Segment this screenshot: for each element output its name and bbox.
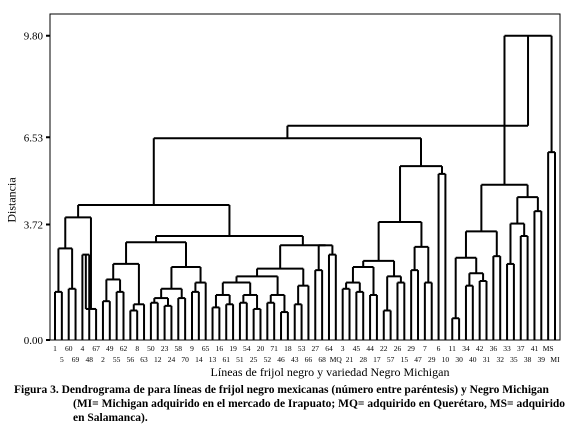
caption-line-1: Figura 3. Dendrograma de para líneas de … xyxy=(14,384,549,396)
leaf-label-bottom: 30 xyxy=(455,355,463,364)
figure-caption: Figura 3. Dendrograma de para líneas de … xyxy=(14,383,566,425)
leaf-label-top: 33 xyxy=(503,344,511,353)
leaf-label-top: 6 xyxy=(437,344,441,353)
leaf-label-top: 20 xyxy=(257,344,265,353)
leaf-label-bottom: 15 xyxy=(401,355,409,364)
leaf-label-bottom: 61 xyxy=(222,355,230,364)
leaf-label-bottom: 17 xyxy=(373,355,381,364)
leaf-label-top: 71 xyxy=(270,344,278,353)
leaf-label-top: 53 xyxy=(298,344,306,353)
caption-line-2: (MI= Michigan adquirido en el mercado de… xyxy=(73,398,566,424)
leaf-label-top: 27 xyxy=(312,344,320,353)
leaf-label-top: 58 xyxy=(175,344,183,353)
leaf-label-bottom: 43 xyxy=(291,355,299,364)
leaf-label-bottom: 57 xyxy=(387,355,395,364)
leaf-label-bottom: 68 xyxy=(318,355,326,364)
leaf-label-bottom: 39 xyxy=(538,355,546,364)
y-tick-label: 0.00 xyxy=(24,335,44,347)
leaf-label-bottom: 24 xyxy=(168,355,176,364)
leaf-label-top: 42 xyxy=(476,344,484,353)
leaf-label-top: 22 xyxy=(380,344,388,353)
y-tick-label: 3.72 xyxy=(24,220,43,232)
leaf-label-bottom: MQ xyxy=(330,355,343,364)
leaf-label-bottom: 12 xyxy=(154,355,162,364)
leaf-label-top: 54 xyxy=(243,344,251,353)
leaf-label-bottom: 2 xyxy=(101,355,105,364)
y-axis-label: Distancia xyxy=(4,177,19,223)
leaf-label-top: 4 xyxy=(81,344,85,353)
plot-frame xyxy=(49,13,561,341)
leaf-label-top: 34 xyxy=(462,344,470,353)
leaf-label-top: 45 xyxy=(353,344,361,353)
leaf-label-bottom: 69 xyxy=(72,355,80,364)
leaf-label-bottom: 32 xyxy=(496,355,504,364)
leaf-label-bottom: 35 xyxy=(510,355,518,364)
leaf-label-bottom: 52 xyxy=(264,355,272,364)
leaf-label-top: 7 xyxy=(423,344,427,353)
y-tick-label: 9.80 xyxy=(24,31,44,43)
x-axis-label: Líneas de frijol negro y variedad Negro … xyxy=(210,365,450,379)
leaf-label-bottom: 48 xyxy=(85,355,93,364)
leaf-label-bottom: 47 xyxy=(414,355,422,364)
leaf-label-top: 65 xyxy=(202,344,210,353)
leaf-label-top: 23 xyxy=(161,344,169,353)
leaf-label-top: 41 xyxy=(531,344,539,353)
leaf-label-bottom: 70 xyxy=(181,355,189,364)
leaf-label-top: 64 xyxy=(325,344,333,353)
leaf-label-top: 8 xyxy=(135,344,139,353)
leaf-label-bottom: 31 xyxy=(483,355,491,364)
leaf-label-top: 19 xyxy=(229,344,237,353)
leaf-label-bottom: 51 xyxy=(236,355,244,364)
leaf-label-bottom: 13 xyxy=(209,355,217,364)
leaf-label-bottom: 63 xyxy=(140,355,148,364)
leaf-label-bottom: MI xyxy=(550,355,560,364)
leaf-label-top: 11 xyxy=(449,344,456,353)
leaf-label-bottom: 25 xyxy=(250,355,258,364)
leaf-label-top: 29 xyxy=(407,344,415,353)
leaf-label-bottom: 5 xyxy=(60,355,64,364)
leaf-label-top: 18 xyxy=(284,344,292,353)
leaf-label-top: 16 xyxy=(216,344,224,353)
y-tick-label: 6.53 xyxy=(24,132,44,144)
leaf-label-top: 67 xyxy=(92,344,100,353)
leaf-label-top: 44 xyxy=(366,344,374,353)
dendrogram-chart: 0.003.726.539.801 60 4 67 49 62 8 50 23 58 9 65 16 19… xyxy=(24,13,561,364)
leaf-label-top: 60 xyxy=(65,344,73,353)
leaf-label-top: 62 xyxy=(120,344,128,353)
leaf-label-bottom: 66 xyxy=(305,355,313,364)
leaf-label-bottom: 38 xyxy=(524,355,532,364)
leaf-label-bottom: 40 xyxy=(469,355,477,364)
leaf-label-bottom: 14 xyxy=(195,355,203,364)
leaf-label-bottom: 46 xyxy=(277,355,285,364)
leaf-label-bottom: 28 xyxy=(359,355,367,364)
leaf-label-top: 49 xyxy=(106,344,114,353)
leaf-label-bottom: 21 xyxy=(346,355,354,364)
leaf-label-top: 36 xyxy=(490,344,498,353)
leaf-label-top: 9 xyxy=(190,344,194,353)
leaf-label-top: 50 xyxy=(147,344,155,353)
leaf-label-bottom: 55 xyxy=(113,355,121,364)
leaf-label-top: 3 xyxy=(341,344,345,353)
leaf-label-top: 26 xyxy=(394,344,402,353)
leaf-label-bottom: 29 xyxy=(428,355,436,364)
leaf-label-bottom: 56 xyxy=(127,355,135,364)
leaf-label-top: 1 xyxy=(53,344,57,353)
leaf-label-bottom: 10 xyxy=(442,355,450,364)
leaf-label-top: 37 xyxy=(517,344,525,353)
leaf-label-top: MS xyxy=(543,344,554,353)
